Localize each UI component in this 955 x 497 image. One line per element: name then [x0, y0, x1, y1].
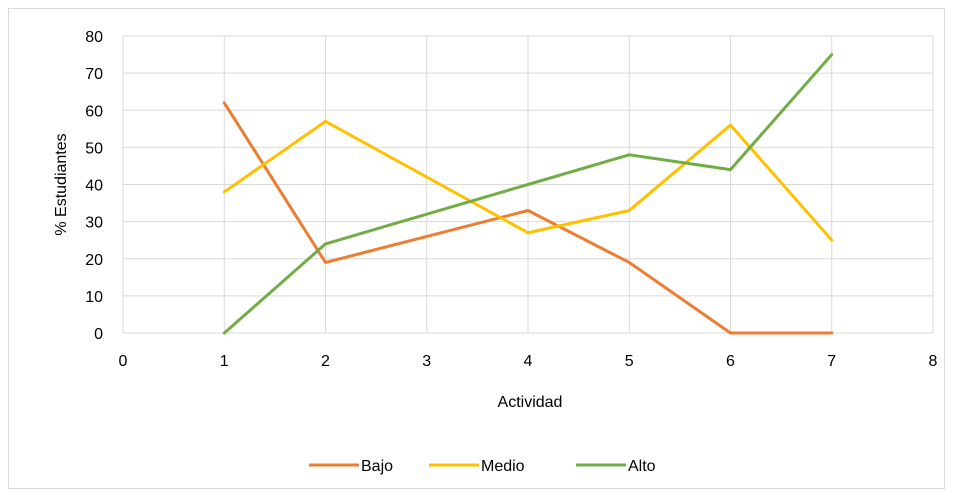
series-line-bajo [222, 101, 834, 335]
y-tick-label: 10 [85, 289, 103, 306]
legend-label-bajo: Bajo [361, 458, 393, 475]
x-axis-title: Actividad [498, 394, 563, 411]
x-tick-label: 5 [625, 353, 634, 370]
legend-label-medio: Medio [481, 458, 525, 475]
y-tick-label: 60 [85, 103, 103, 120]
x-axis-ticks: 0 1 2 3 4 5 6 7 8 [119, 353, 938, 370]
x-tick-label: 0 [119, 353, 128, 370]
x-tick-label: 3 [422, 353, 431, 370]
y-tick-label: 0 [94, 326, 103, 343]
legend-label-alto: Alto [628, 458, 656, 475]
y-tick-label: 20 [85, 252, 103, 269]
x-tick-label: 7 [827, 353, 836, 370]
y-axis-ticks: 0 10 20 30 40 50 60 70 80 [85, 29, 103, 343]
y-tick-label: 50 [85, 140, 103, 157]
y-axis-title: % Estudiantes [53, 133, 70, 235]
y-tick-label: 40 [85, 178, 103, 195]
x-tick-label: 8 [929, 353, 938, 370]
series-lines [222, 53, 834, 335]
x-tick-label: 6 [726, 353, 735, 370]
x-tick-label: 2 [321, 353, 330, 370]
x-tick-label: 1 [220, 353, 229, 370]
y-tick-label: 70 [85, 66, 103, 83]
y-tick-label: 30 [85, 215, 103, 232]
series-line-medio [222, 119, 834, 242]
series-line-alto [222, 53, 834, 335]
legend: Bajo Medio Alto [309, 458, 656, 475]
y-tick-label: 80 [85, 29, 103, 46]
chart-frame: 0 10 20 30 40 50 60 70 80 0 1 2 3 4 5 6 7 8 % Estudiante… [8, 8, 945, 489]
x-tick-label: 4 [524, 353, 533, 370]
line-chart: 0 10 20 30 40 50 60 70 80 0 1 2 3 4 5 6 7 8 % Estudiante… [53, 29, 938, 475]
